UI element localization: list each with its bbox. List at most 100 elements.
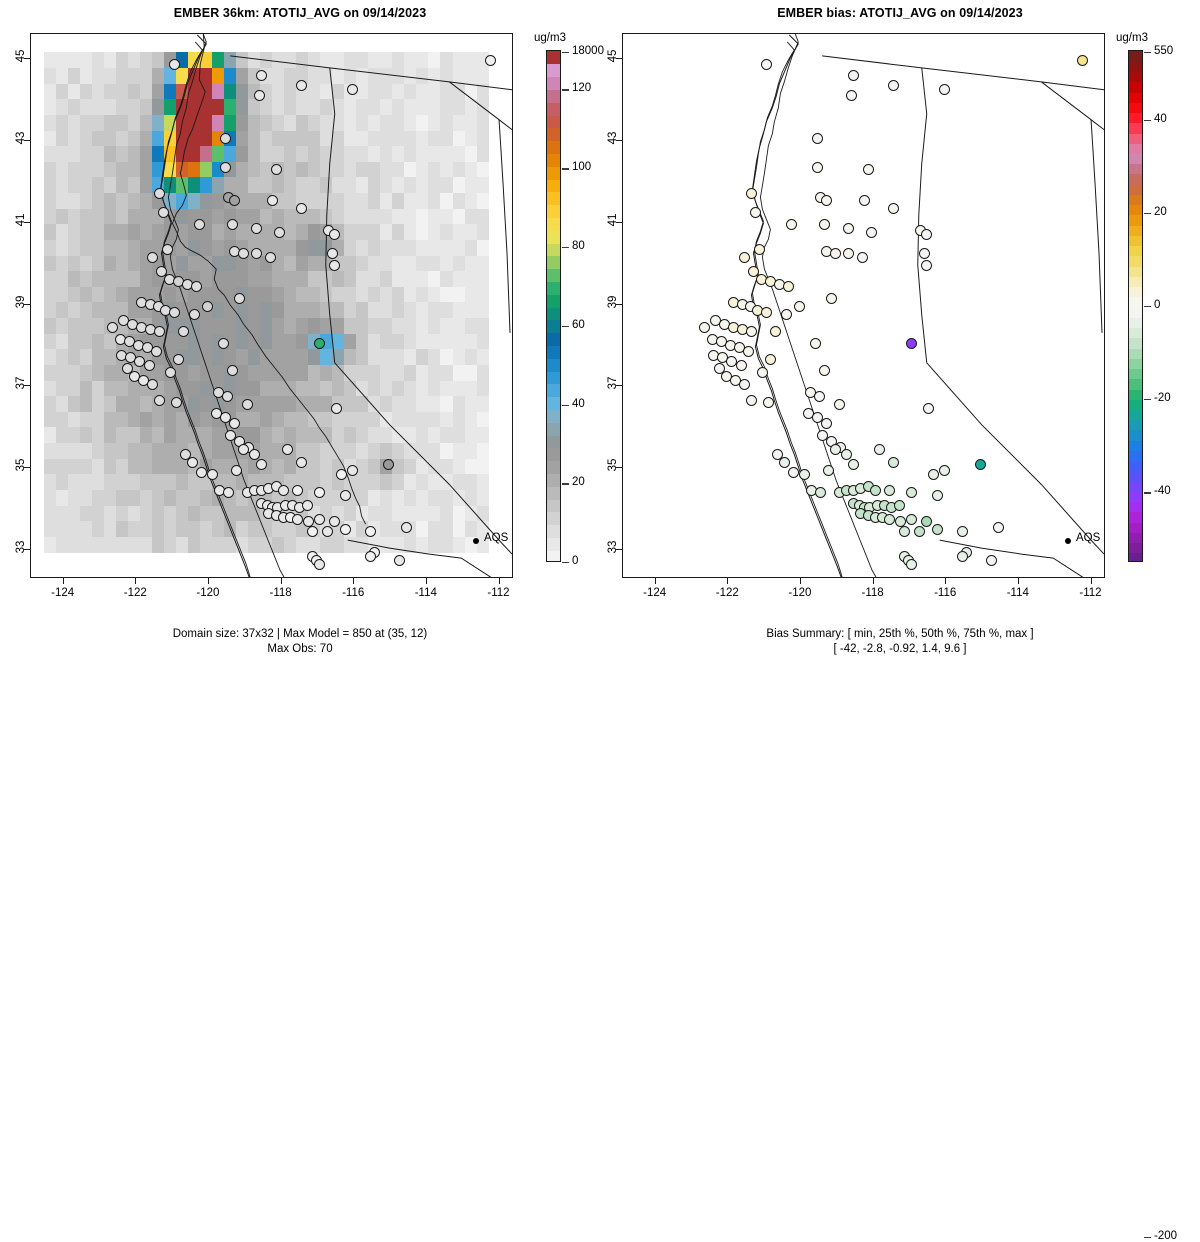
model-grid-cell [103, 114, 117, 132]
model-grid-cell [440, 286, 454, 303]
x-tick-label: -124 [643, 587, 667, 599]
model-grid-cell [212, 146, 225, 163]
model-grid-cell [416, 411, 430, 428]
model-grid-cell [344, 271, 357, 288]
model-grid-cell [43, 302, 57, 319]
x-tick-label: -114 [414, 587, 437, 599]
model-grid-cell [284, 302, 297, 319]
model-grid-cell [380, 333, 393, 350]
observation-marker [237, 247, 249, 259]
model-map-plot-area[interactable]: AQS [30, 33, 513, 578]
model-grid-cell [380, 364, 393, 382]
model-grid-cell [187, 177, 201, 194]
model-grid-cell [356, 333, 369, 350]
model-grid-cell [452, 318, 466, 335]
model-grid-cell [416, 146, 430, 163]
observation-marker [150, 346, 162, 358]
model-grid-cell [464, 224, 478, 241]
bias-marker [918, 247, 930, 259]
model-grid-cell [55, 349, 69, 366]
x-tick-label: -112 [1079, 587, 1102, 599]
model-grid-cell [476, 318, 490, 335]
model-grid-cell [200, 286, 213, 303]
model-grid-cell [139, 411, 153, 428]
model-grid-cell [91, 146, 105, 163]
model-grid-cell [284, 255, 297, 272]
model-grid-cell [91, 333, 105, 350]
model-grid-cell [416, 208, 430, 225]
model-grid-cell [452, 411, 466, 428]
bias-marker [742, 346, 754, 358]
model-grid-cell [127, 52, 141, 69]
model-grid-cell [404, 224, 418, 241]
y-tick-label: 45 [15, 49, 27, 62]
bias-marker [735, 360, 747, 372]
model-grid-cell [55, 99, 69, 116]
model-grid-cell [344, 224, 357, 241]
x-tick [353, 578, 355, 584]
model-grid-cell [139, 130, 153, 147]
model-grid-cell [272, 130, 285, 147]
observation-marker [172, 354, 184, 366]
model-grid-cell [200, 396, 213, 413]
model-grid-cell [404, 114, 418, 132]
model-grid-cell [476, 286, 490, 303]
model-grid-cell [260, 130, 273, 147]
bias-marker [859, 194, 870, 206]
model-grid-cell [175, 239, 189, 257]
model-grid-cell [272, 349, 285, 366]
model-grid-cell [67, 208, 81, 225]
model-grid-cell [248, 302, 261, 319]
model-grid-cell [224, 349, 237, 366]
model-grid-cell [43, 193, 57, 210]
model-grid-cell [440, 349, 454, 366]
bias-marker [975, 458, 987, 470]
model-grid-cell [284, 224, 297, 241]
bias-map-plot-area[interactable]: AQS [622, 33, 1105, 578]
bias-marker [920, 516, 932, 528]
model-grid-cell [308, 271, 321, 288]
model-grid-cell [127, 271, 141, 288]
model-grid-cell [416, 255, 430, 272]
model-grid-cell [392, 83, 405, 100]
model-grid-cell [236, 208, 249, 225]
model-grid-cell [440, 255, 454, 272]
model-grid-cell [55, 193, 69, 210]
model-grid-cell [200, 99, 213, 116]
model-grid-cell [115, 146, 129, 163]
model-grid-cell [224, 68, 237, 85]
model-grid-cell [127, 239, 141, 257]
model-grid-cell [284, 333, 297, 350]
model-grid-cell [236, 68, 249, 85]
model-grid-cell [212, 224, 225, 241]
model-grid-cell [428, 396, 442, 413]
model-grid-cell [404, 239, 418, 257]
model-grid-cell [356, 161, 369, 179]
model-grid-cell [260, 333, 273, 350]
model-grid-cell [67, 177, 81, 194]
model-grid-cell [476, 364, 490, 382]
observation-marker [326, 247, 338, 259]
model-grid-cell [440, 146, 454, 163]
model-grid-cell [272, 286, 285, 303]
bias-map-state-lines [750, 34, 1104, 577]
model-grid-cell [79, 193, 93, 210]
model-grid-cell [103, 161, 117, 179]
colorbar-tick-label: -20 [1154, 392, 1171, 405]
model-grid-cell [91, 286, 105, 303]
y-tick-label: 33 [607, 540, 619, 554]
model-grid-cell [404, 380, 418, 397]
model-grid-cell [428, 114, 442, 132]
bias-marker [811, 133, 823, 144]
model-grid-cell [368, 193, 381, 210]
model-grid-cell [284, 161, 297, 179]
model-grid-cell [308, 302, 321, 319]
model-grid-cell [127, 114, 141, 132]
model-grid-cell [284, 364, 297, 382]
colorbar-tick-label: -200 [1154, 1229, 1178, 1242]
model-grid-cell [452, 364, 466, 382]
model-grid-cell [79, 146, 93, 163]
model-grid-cell [440, 68, 454, 85]
model-grid-cell [416, 364, 430, 382]
model-grid-cell [67, 52, 81, 69]
